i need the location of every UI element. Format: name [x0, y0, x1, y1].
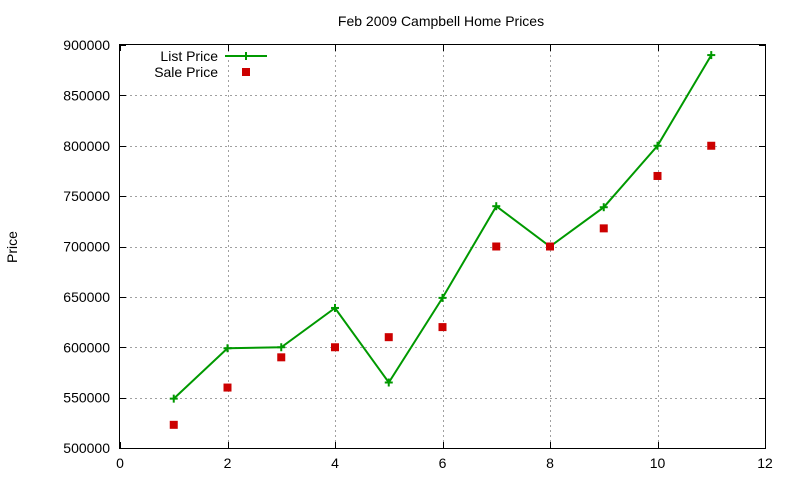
plot-frame — [119, 44, 766, 449]
y-tick-label: 600000 — [63, 339, 110, 355]
axis-ticks: 0 2 4 6 8 10 12 500000 550000 600000 650000 700000 7… — [63, 37, 773, 471]
sale-price-point — [331, 343, 339, 352]
list-price-point — [384, 378, 393, 387]
list-price-point — [653, 141, 662, 150]
y-tick-label: 900000 — [63, 37, 110, 53]
x-tick-label: 4 — [331, 455, 339, 471]
y-tick-label: 650000 — [63, 289, 110, 305]
x-tick-label: 6 — [439, 455, 447, 471]
list-price-point — [707, 51, 716, 60]
sale-price-point — [384, 333, 393, 342]
sale-price-point — [169, 420, 178, 429]
list-price-series — [169, 51, 716, 403]
x-tick-label: 8 — [546, 455, 554, 471]
sale-price-point — [653, 171, 662, 180]
sale-price-point — [492, 242, 501, 251]
y-tick-label: 700000 — [63, 239, 110, 255]
list-price-point — [438, 293, 447, 302]
legend-label: List Price — [160, 48, 218, 64]
grid-lines — [120, 45, 765, 448]
chart-title: Feb 2009 Campbell Home Prices — [338, 13, 544, 29]
legend-item-list-price: List Price — [160, 48, 267, 64]
x-tick-label: 2 — [224, 455, 232, 471]
list-price-point — [277, 343, 286, 352]
legend-label: Sale Price — [154, 64, 218, 80]
y-tick-label: 750000 — [63, 188, 110, 204]
sale-price-point — [599, 224, 608, 233]
sale-price-point — [223, 383, 232, 392]
y-tick-label: 550000 — [63, 390, 110, 406]
list-price-point — [492, 202, 501, 211]
sale-price-series — [169, 141, 716, 429]
y-tick-label: 500000 — [63, 440, 110, 456]
list-price-point — [331, 303, 339, 312]
sale-price-point — [707, 141, 716, 150]
list-price-point — [599, 203, 608, 212]
list-price-point — [223, 344, 232, 353]
y-tick-label: 800000 — [63, 138, 110, 154]
x-tick-label: 12 — [757, 455, 773, 471]
legend-item-sale-price: Sale Price — [154, 64, 250, 80]
list-price-point — [169, 394, 178, 403]
y-tick-label: 850000 — [63, 87, 110, 103]
y-axis-label: Price — [4, 231, 20, 263]
sale-price-point — [277, 353, 286, 362]
sale-price-point — [546, 242, 554, 251]
legend-marker — [242, 52, 250, 60]
data-series — [169, 51, 716, 429]
x-tick-label: 0 — [116, 455, 124, 471]
x-tick-label: 10 — [650, 455, 666, 471]
legend-marker — [242, 68, 250, 76]
sale-price-point — [438, 323, 447, 332]
